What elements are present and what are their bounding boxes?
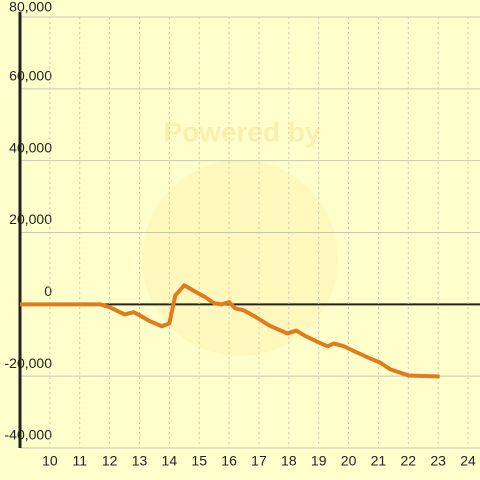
x-tick-label: 21 bbox=[371, 453, 387, 469]
line bbox=[20, 283, 440, 379]
y-tick-label: 60,000 bbox=[9, 68, 52, 84]
x-tick-label: 18 bbox=[281, 453, 297, 469]
y-tick-label: 0 bbox=[44, 283, 52, 299]
x-tick-label: 15 bbox=[191, 453, 207, 469]
x-tick-label: 20 bbox=[341, 453, 357, 469]
y-tick-label: 80,000 bbox=[9, 0, 52, 15]
watermark-logo bbox=[142, 160, 338, 356]
x-tick-label: 11 bbox=[72, 453, 87, 469]
x-tick-label: 24 bbox=[460, 453, 476, 469]
y-tick-label: -40,000 bbox=[5, 427, 53, 443]
y-tick-label: 40,000 bbox=[9, 139, 52, 155]
x-tick-label: 19 bbox=[311, 453, 327, 469]
y-tick-label: 20,000 bbox=[9, 211, 52, 227]
x-tick-label: 10 bbox=[42, 453, 58, 469]
x-tick-label: 16 bbox=[221, 453, 237, 469]
x-tick-label: 23 bbox=[430, 453, 446, 469]
x-tick-label: 12 bbox=[102, 453, 118, 469]
x-tick-label: 17 bbox=[251, 453, 267, 469]
x-tick-label: 14 bbox=[162, 453, 178, 469]
x-tick-label: 13 bbox=[132, 453, 148, 469]
watermark: Powered by bbox=[163, 116, 321, 147]
x-tick-label: 22 bbox=[401, 453, 417, 469]
y-tick-label: -20,000 bbox=[5, 355, 53, 371]
